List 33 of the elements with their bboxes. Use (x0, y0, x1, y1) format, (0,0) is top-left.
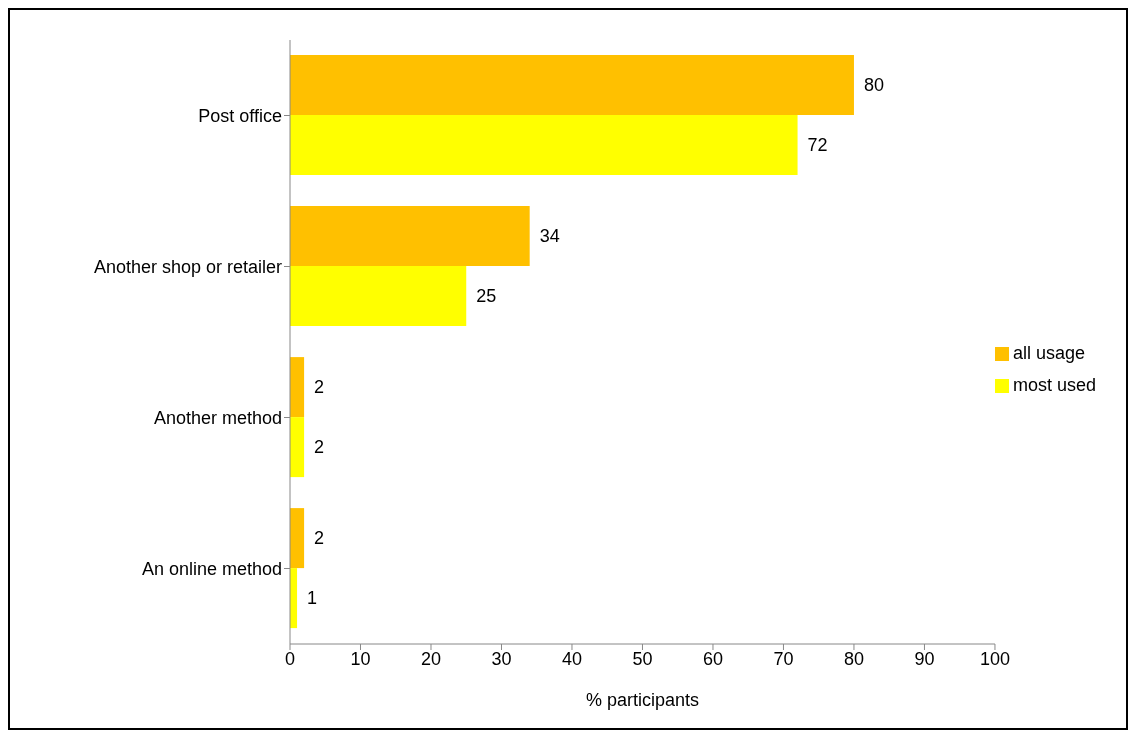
legend-label: most used (1012, 375, 1096, 395)
bar (290, 417, 305, 478)
data-label: 25 (476, 286, 497, 307)
x-tick-label: 10 (350, 648, 371, 669)
x-tick-label: 0 (284, 648, 296, 669)
data-label: 72 (807, 135, 828, 156)
data-label: 80 (863, 75, 884, 96)
x-tick-label: 70 (773, 648, 794, 669)
y-tick-label: Post office (198, 105, 282, 126)
x-tick-label: 50 (632, 648, 653, 669)
bar (290, 115, 798, 176)
bar (290, 508, 305, 569)
x-tick-label: 90 (914, 648, 935, 669)
bar (290, 266, 467, 327)
data-label: 1 (307, 588, 318, 609)
data-label: 2 (314, 437, 325, 458)
x-tick-label: 60 (702, 648, 723, 669)
bar (290, 55, 854, 116)
y-tick-label: Another shop or retailer (93, 256, 282, 277)
legend-label: all usage (1012, 343, 1086, 363)
y-tick-label: An online method (141, 558, 282, 579)
x-tick-label: 100 (979, 648, 1010, 669)
bar (290, 357, 305, 418)
data-label: 34 (539, 226, 560, 247)
data-label: 2 (314, 528, 325, 549)
data-label: 2 (314, 377, 325, 398)
x-axis-title: % participants (585, 690, 700, 710)
x-tick-label: 20 (420, 648, 442, 669)
y-tick-label: Another method (153, 407, 282, 428)
x-tick-label: 80 (843, 648, 864, 669)
x-tick-label: 40 (561, 648, 582, 669)
bar (290, 206, 530, 267)
x-tick-label: 30 (491, 648, 512, 669)
